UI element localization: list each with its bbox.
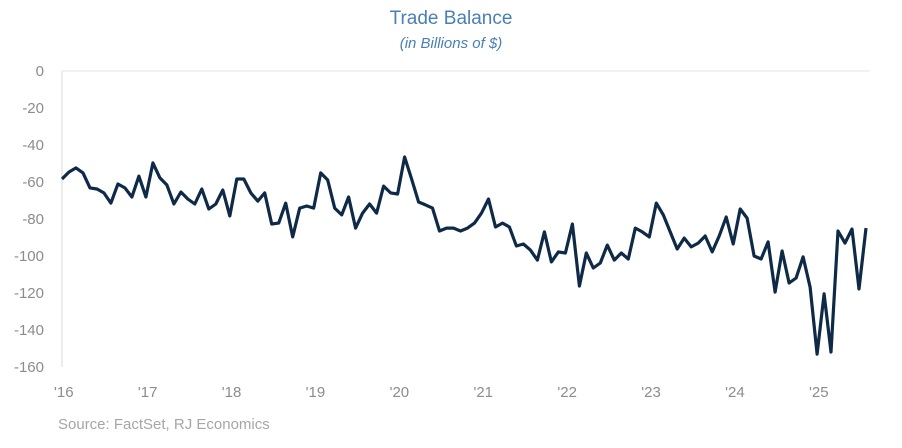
source-note: Source: FactSet, RJ Economics xyxy=(58,416,270,433)
chart-title: Trade Balance xyxy=(389,8,513,29)
x-tick-label: '16 xyxy=(54,384,74,401)
x-tick-label: '22 xyxy=(557,384,577,401)
x-tick-label: '18 xyxy=(222,384,242,401)
y-tick-label: -100 xyxy=(14,248,44,265)
y-tick-label: -60 xyxy=(22,174,44,191)
y-tick-label: -120 xyxy=(14,285,44,302)
y-tick-label: 0 xyxy=(36,63,44,80)
x-tick-label: '17 xyxy=(138,384,158,401)
trade-balance-line xyxy=(60,155,868,356)
x-tick-label: '24 xyxy=(725,384,745,401)
x-tick-label: '20 xyxy=(390,384,410,401)
y-tick-label: -80 xyxy=(22,211,44,228)
x-tick-label: '23 xyxy=(641,384,661,401)
y-tick-label: -20 xyxy=(22,100,44,117)
x-tick-label: '21 xyxy=(473,384,493,401)
y-tick-label: -40 xyxy=(22,137,44,154)
x-tick-label: '19 xyxy=(306,384,326,401)
y-tick-label: -160 xyxy=(14,359,44,376)
y-tick-label: -140 xyxy=(14,322,44,339)
chart-subtitle: (in Billions of $) xyxy=(399,35,503,52)
x-tick-label: '25 xyxy=(809,384,829,401)
